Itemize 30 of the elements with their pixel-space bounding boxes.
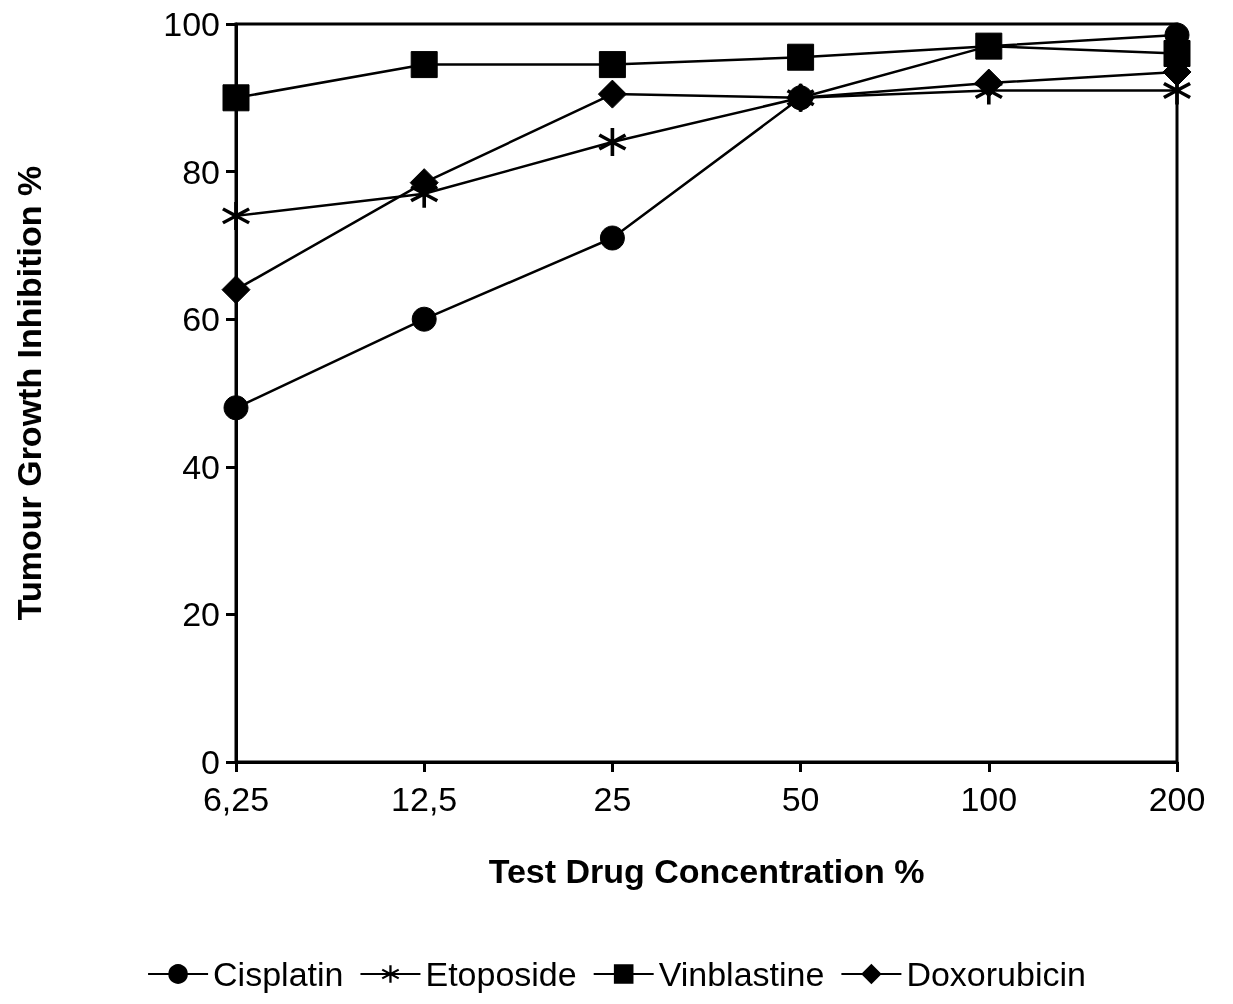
point xyxy=(222,84,250,112)
legend-label: Vinblastine xyxy=(658,955,825,993)
point xyxy=(221,275,251,305)
point xyxy=(223,395,249,421)
y-tick-label: 80 xyxy=(182,152,220,191)
x-tick-label: 50 xyxy=(781,780,820,818)
y-tick-label: 20 xyxy=(182,595,220,634)
y-axis-title: Tumour Growth Inhibition % xyxy=(10,165,48,621)
y-tick-label: 0 xyxy=(201,743,220,781)
y-tick-label: 40 xyxy=(182,447,220,486)
point xyxy=(411,306,437,332)
point xyxy=(599,225,625,251)
x-axis-title: Test Drug Concentration % xyxy=(488,852,925,890)
legend-label: Doxorubicin xyxy=(906,955,1086,993)
point xyxy=(598,128,627,157)
y-tick-label: 60 xyxy=(182,300,220,339)
x-tick-label: 200 xyxy=(1148,780,1206,818)
x-tick-label: 100 xyxy=(960,780,1018,818)
legend-label: Cisplatin xyxy=(213,955,344,993)
point xyxy=(410,51,438,79)
point xyxy=(597,79,627,109)
legend-label: Etoposide xyxy=(425,955,577,993)
x-tick-label: 25 xyxy=(593,780,632,818)
x-tick-label: 12,5 xyxy=(391,780,458,818)
point xyxy=(787,43,815,71)
point xyxy=(222,201,250,230)
point xyxy=(598,51,626,79)
y-tick-label: 100 xyxy=(163,5,220,43)
x-tick-label: 6,25 xyxy=(202,780,270,818)
point xyxy=(974,68,1004,98)
